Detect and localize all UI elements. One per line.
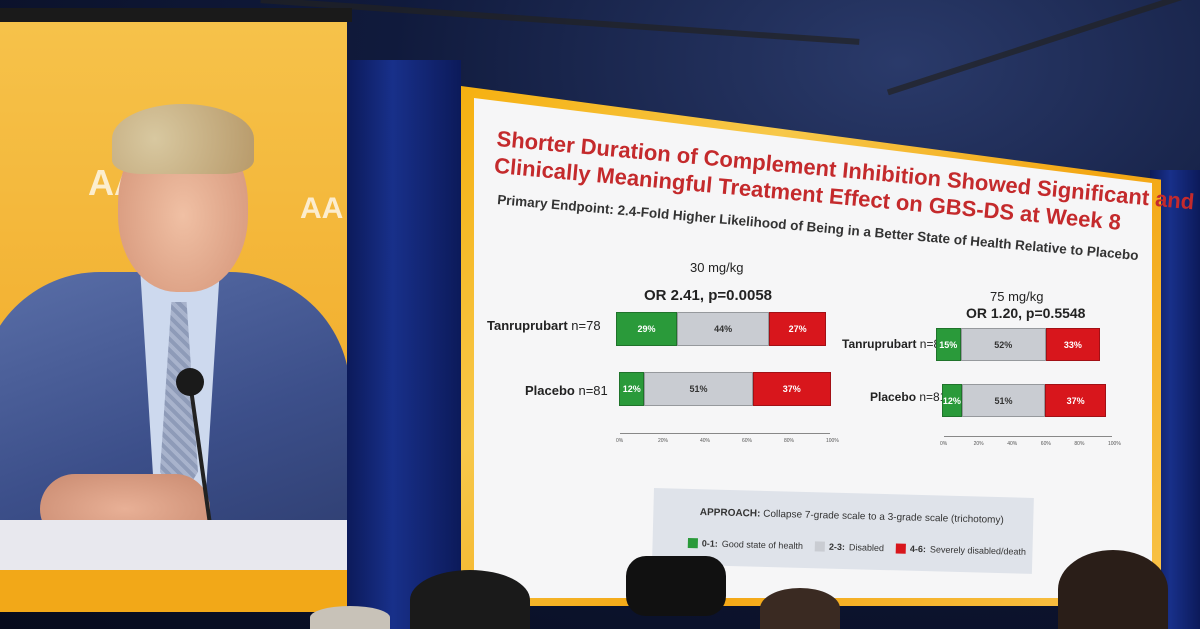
legend-key: 0-1: xyxy=(701,538,719,549)
chart2-odds-ratio: OR 1.20, p=0.5548 xyxy=(966,305,1086,321)
chart2-row-label: Tanruprubart n=81 xyxy=(842,337,947,351)
legend-swatch xyxy=(814,541,826,552)
x-tick-label: 0% xyxy=(940,441,948,447)
audience-head xyxy=(310,606,390,629)
bar-segment-red: 37% xyxy=(752,372,831,406)
x-tick-label: 40% xyxy=(700,438,711,444)
x-tick-label: 20% xyxy=(658,438,669,444)
chart1-odds-ratio: OR 2.41, p=0.0058 xyxy=(644,287,772,304)
chart1-dose-label: 30 mg/kg xyxy=(690,260,744,275)
chart1-bar-tanruprubart: 29% 44% 27% xyxy=(616,312,826,346)
speaker-screen: AA AA xyxy=(0,22,347,612)
bar-segment-green: 29% xyxy=(616,312,677,346)
chart2-row-label-text: Placebo xyxy=(870,390,917,404)
chart1-row-label: Placebo n=81 xyxy=(525,383,608,398)
speaker-hair xyxy=(112,104,254,174)
bar-segment-green: 12% xyxy=(942,384,962,417)
legend-key: 2-3: xyxy=(828,541,846,553)
x-tick-label: 80% xyxy=(1074,441,1085,447)
audience-head xyxy=(1058,550,1168,629)
bar-segment-gray: 51% xyxy=(644,372,753,406)
chart1-row-label-text: Tanruprubart xyxy=(487,318,568,333)
legend-label: Disabled xyxy=(848,542,885,554)
x-tick-label: 80% xyxy=(784,438,795,444)
x-tick-label: 100% xyxy=(1108,441,1121,447)
chart2-row-label-text: Tanruprubart xyxy=(842,337,917,351)
bar-segment-red: 33% xyxy=(1045,328,1100,361)
chart1-row-label-text: Placebo xyxy=(525,383,575,398)
podium-base xyxy=(0,570,347,612)
chart2-x-axis xyxy=(944,436,1112,437)
bar-segment-red: 37% xyxy=(1045,384,1106,417)
x-tick-label: 40% xyxy=(1007,441,1018,447)
chart1-x-axis xyxy=(620,433,830,434)
chart2-bar-tanruprubart: 15% 52% 33% xyxy=(936,328,1100,361)
chart1-row-label-n: n=78 xyxy=(571,318,601,333)
screen-frame xyxy=(0,8,352,22)
conference-logo: AA xyxy=(300,192,344,225)
chart2-bar-placebo: 12% 51% 37% xyxy=(942,384,1106,417)
bar-segment-gray: 52% xyxy=(960,328,1046,361)
chart1-row-label: Tanruprubart n=78 xyxy=(487,318,601,333)
bar-segment-red: 27% xyxy=(769,312,826,346)
chart2-dose-label: 75 mg/kg xyxy=(990,289,1044,304)
x-tick-label: 0% xyxy=(616,438,624,444)
bar-segment-green: 12% xyxy=(619,372,645,406)
podium xyxy=(0,520,347,570)
stage-curtain xyxy=(347,60,461,629)
chart2-row-label-n: n=81 xyxy=(919,390,947,404)
legend-swatch xyxy=(687,538,698,549)
x-tick-label: 60% xyxy=(1040,441,1051,447)
approach-label: APPROACH: xyxy=(699,507,761,520)
legend-key: 4-6: xyxy=(909,543,927,555)
chart2-row-label: Placebo n=81 xyxy=(870,390,946,404)
camera xyxy=(626,556,726,616)
legend-swatch xyxy=(895,543,907,554)
bar-segment-green: 15% xyxy=(936,328,961,361)
chart1-bar-placebo: 12% 51% 37% xyxy=(619,372,831,406)
chart1-row-label-n: n=81 xyxy=(578,383,608,398)
bar-segment-gray: 44% xyxy=(676,312,770,346)
audience-head xyxy=(760,588,840,629)
legend-label: Good state of health xyxy=(721,538,804,552)
x-tick-label: 60% xyxy=(742,438,753,444)
x-tick-label: 100% xyxy=(826,438,839,444)
x-tick-label: 20% xyxy=(973,441,984,447)
audience-head xyxy=(410,570,530,629)
bar-segment-gray: 51% xyxy=(961,384,1046,417)
legend-item: 2-3: Disabled xyxy=(814,541,885,554)
microphone-icon xyxy=(176,368,204,396)
